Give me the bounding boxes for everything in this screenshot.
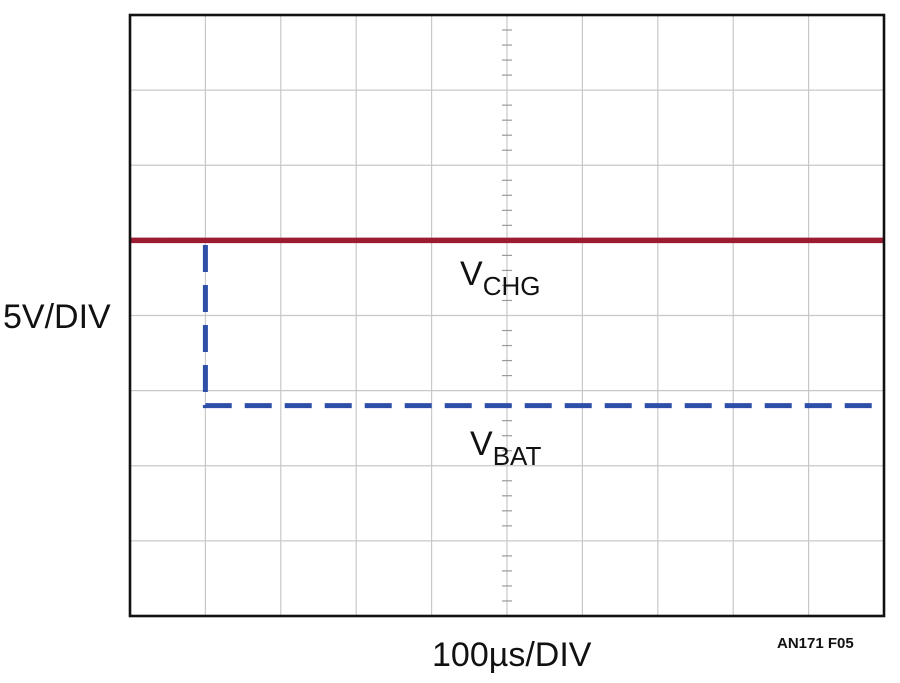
- plot-frame: [128, 13, 886, 618]
- x-scale-label: 100µs/DIV: [432, 636, 592, 674]
- y-scale-label: 5V/DIV: [3, 298, 111, 336]
- vchg-trace-label: VCHG: [460, 255, 540, 301]
- vchg-label-main: V: [460, 255, 483, 293]
- vchg-label-subscript: CHG: [483, 271, 541, 301]
- vbat-label-subscript: BAT: [493, 441, 542, 471]
- center-axis-ticks: [502, 29, 512, 602]
- vbat-trace-label: VBAT: [470, 425, 541, 471]
- trace-vbat: [130, 237, 884, 409]
- vbat-label-main: V: [470, 425, 493, 463]
- traces: [130, 237, 884, 409]
- figure-id: AN171 F05: [777, 635, 854, 652]
